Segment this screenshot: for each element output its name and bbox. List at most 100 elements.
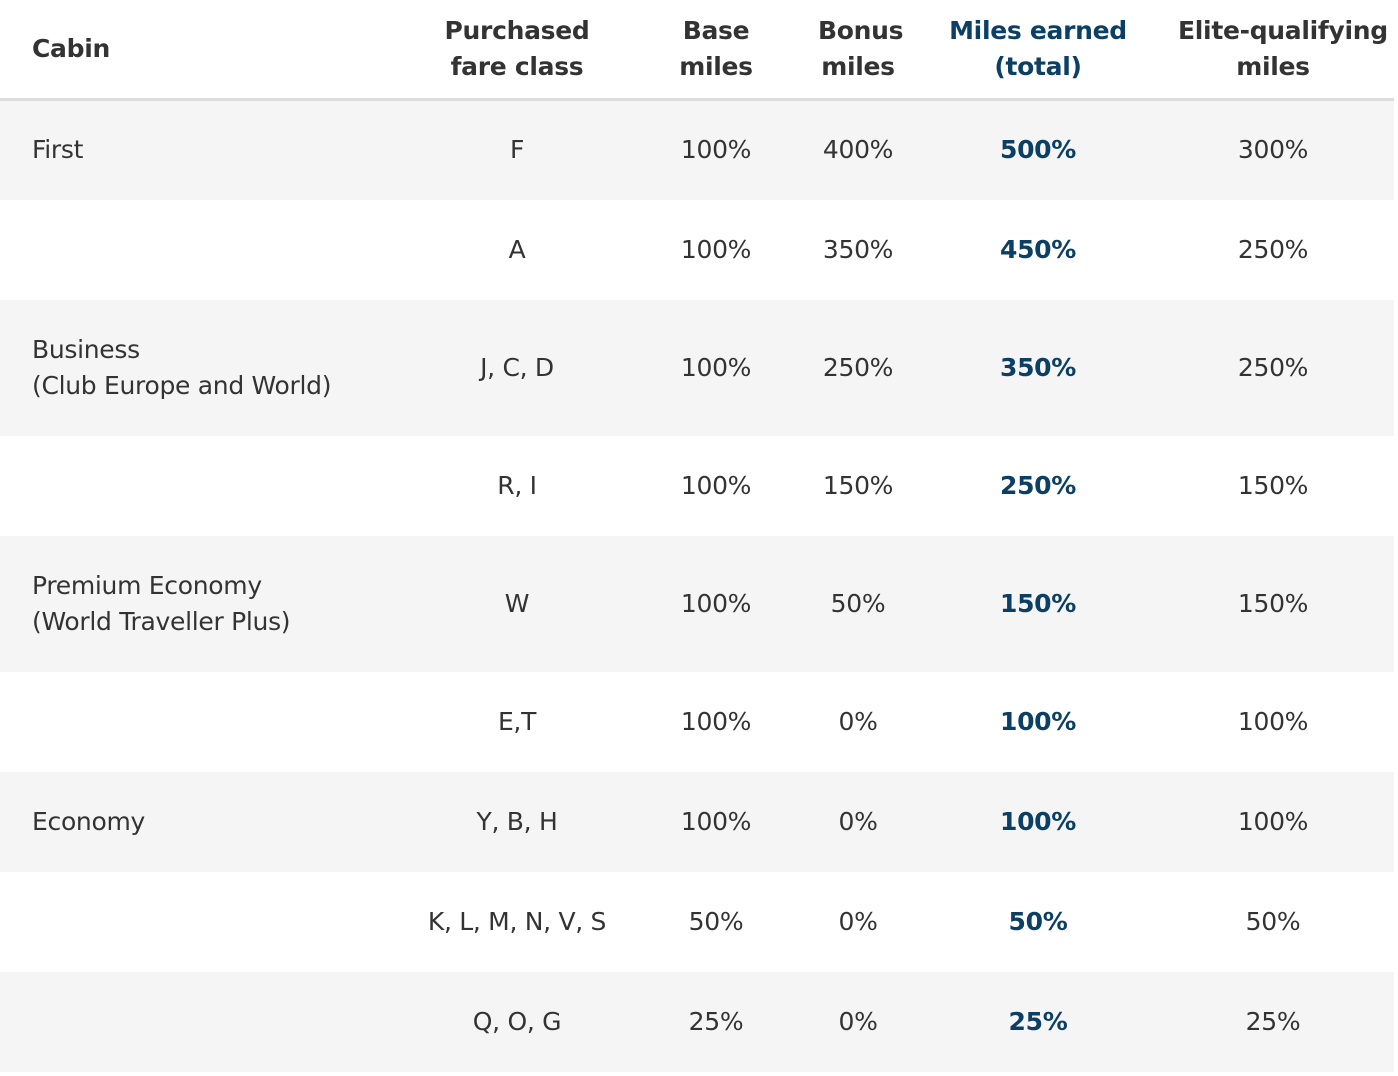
table-cell: 100% (680, 806, 752, 836)
cell-line: (World Traveller Plus) (32, 606, 291, 636)
table-cell: 25% (688, 1006, 744, 1036)
cabin-cell (0, 872, 420, 972)
cell-line: Elite-qualifying (1178, 16, 1388, 45)
table-cell: 250% (1237, 352, 1309, 382)
table-cell: 0% (838, 906, 878, 936)
column-header: Cabin (0, 0, 420, 101)
cabin-cell: Business (Club Europe and World) (0, 300, 420, 436)
cabin-cell: Economy (0, 772, 420, 872)
table-cell: E,T (497, 706, 537, 736)
table-cell: 50% (1008, 906, 1068, 936)
spacer (1368, 100, 1394, 200)
table-cell: 25% (1008, 1006, 1068, 1036)
table-row: Q, O, G 25% 0% 25% 25% (0, 971, 1394, 1072)
cabin-cell: First (0, 100, 420, 200)
cell-line: Cabin (32, 34, 110, 63)
table-row: E,T 100% 0% 100% 100% (0, 672, 1394, 772)
table-cell: 50% (830, 588, 886, 618)
table-cell: 100% (680, 135, 752, 165)
table-row: Economy Y, B, H 100% 0% 100% 100% (0, 771, 1394, 872)
spacer (1368, 536, 1394, 672)
column-header: Elite-qualifying miles (1178, 0, 1388, 101)
table-cell: 300% (1237, 135, 1309, 165)
table-cell: 0% (838, 706, 878, 736)
spacer (1368, 872, 1394, 972)
table-row: A 100% 350% 450% 250% (0, 200, 1394, 300)
spacer (1368, 300, 1394, 436)
table-cell: 100% (680, 588, 752, 618)
table-cell: 0% (838, 806, 878, 836)
table-cell: 100% (680, 706, 752, 736)
cell-line: Economy (32, 806, 146, 836)
cell-line: miles (821, 52, 895, 81)
table-row: K, L, M, N, V, S 50% 0% 50% 50% (0, 872, 1394, 972)
spacer (1368, 436, 1394, 536)
cell-line: (Club Europe and World) (32, 370, 332, 400)
cabin-cell: Premium Economy (World Traveller Plus) (0, 536, 420, 672)
table-cell: 150% (822, 470, 894, 500)
table-cell: K, L, M, N, V, S (427, 906, 607, 936)
table-row: Business (Club Europe and World) J, C, D 10… (0, 299, 1394, 436)
table-cell: 50% (688, 906, 744, 936)
table-row: First F 100% 400% 500% 300% (0, 99, 1394, 200)
cabin-cell (0, 436, 420, 536)
table-cell: 400% (822, 135, 894, 165)
cell-line: Base (682, 16, 750, 45)
cell-line: Miles earned (949, 16, 1127, 45)
table-cell: 150% (1237, 588, 1309, 618)
table-row: Premium Economy (World Traveller Plus) W 10… (0, 535, 1394, 672)
table-cell: 250% (999, 470, 1077, 500)
column-header: Bonus miles (818, 0, 904, 101)
cell-line: miles (679, 52, 753, 81)
table-cell: 500% (999, 135, 1077, 165)
cell-line: fare class (450, 52, 584, 81)
table-header: Cabin Purchased fare class Base miles Bonus mi… (0, 0, 1394, 101)
table-cell: 450% (999, 234, 1077, 264)
table-cell: 25% (1245, 1006, 1301, 1036)
table-cell: 100% (1237, 706, 1309, 736)
cabin-cell (0, 672, 420, 772)
table-cell: 150% (999, 588, 1077, 618)
cabin-cell (0, 200, 420, 300)
table-body: First F 100% 400% 500% 300% A 100% 350% 450% 250% B… (0, 99, 1394, 1072)
table-cell: 250% (822, 352, 894, 382)
table-cell: 100% (680, 234, 752, 264)
cell-line: Purchased (444, 16, 590, 45)
column-header: Purchased fare class (420, 0, 614, 101)
cell-line: Bonus (818, 16, 904, 45)
cell-line: (total) (994, 52, 1082, 81)
column-header: Miles earned (total) (898, 0, 1178, 101)
table-cell: 100% (680, 470, 752, 500)
table-cell: 350% (822, 234, 894, 264)
table-cell: Q, O, G (472, 1006, 562, 1036)
table-cell: A (508, 234, 526, 264)
table-cell: 250% (1237, 234, 1309, 264)
table-cell: Y, B, H (476, 806, 558, 836)
table-cell: W (504, 588, 530, 618)
table-cell: 100% (1237, 806, 1309, 836)
cell-line: First (32, 135, 84, 165)
table-row: R, I 100% 150% 250% 150% (0, 436, 1394, 536)
table-cell: R, I (497, 470, 537, 500)
table-cell: F (509, 135, 525, 165)
spacer (1368, 0, 1394, 101)
spacer (1368, 200, 1394, 300)
column-header: Base miles (614, 0, 818, 101)
spacer (1368, 672, 1394, 772)
cabin-cell (0, 972, 420, 1072)
cell-line: Business (32, 334, 140, 364)
table-cell: 100% (680, 352, 752, 382)
table-cell: 50% (1245, 906, 1301, 936)
table-cell: 350% (999, 352, 1077, 382)
table-cell: 0% (838, 1006, 878, 1036)
header-row: Cabin Purchased fare class Base miles Bonus mi… (0, 0, 1394, 101)
table-cell: 150% (1237, 470, 1309, 500)
spacer (1368, 972, 1394, 1072)
table-cell: 100% (999, 706, 1077, 736)
cell-line: Premium Economy (32, 570, 262, 600)
table-cell: 100% (999, 806, 1077, 836)
spacer (1368, 772, 1394, 872)
table-cell: J, C, D (480, 352, 554, 382)
